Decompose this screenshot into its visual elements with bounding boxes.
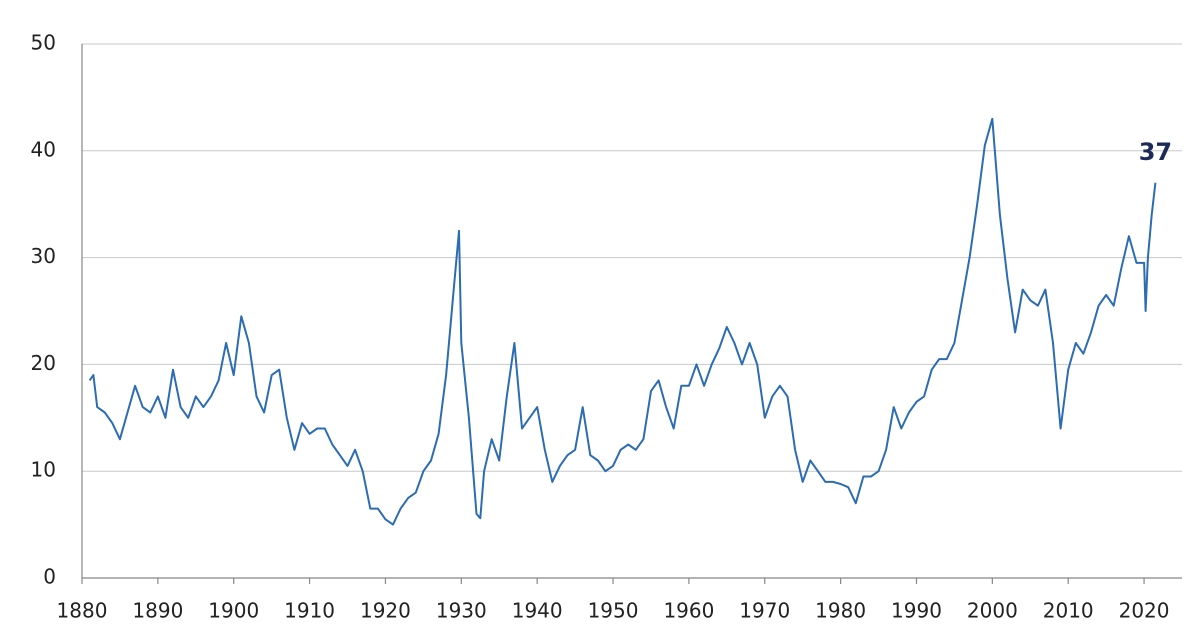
x-tick-label: 1900 [208,599,259,623]
x-tick-label: 1970 [739,599,790,623]
x-tick-label: 1980 [815,599,866,623]
y-tick-label: 20 [31,351,56,375]
x-tick-label: 2020 [1119,599,1170,623]
x-tick-label: 2010 [1043,599,1094,623]
x-tick-label: 1960 [663,599,714,623]
x-tick-label: 1910 [284,599,335,623]
x-tick-label: 1930 [436,599,487,623]
y-tick-label: 10 [31,458,56,482]
data-label: 37 [1139,138,1172,166]
x-tick-label: 1920 [360,599,411,623]
y-tick-label: 50 [31,31,56,55]
y-tick-label: 0 [43,565,56,589]
x-tick-label: 2000 [967,599,1018,623]
x-tick-label: 1890 [132,599,183,623]
y-tick-label: 40 [31,137,56,161]
x-tick-label: 1940 [512,599,563,623]
x-tick-label: 1990 [891,599,942,623]
x-tick-label: 1950 [588,599,639,623]
y-tick-label: 30 [31,244,56,268]
x-tick-label: 1880 [57,599,108,623]
line-series [88,117,1157,526]
